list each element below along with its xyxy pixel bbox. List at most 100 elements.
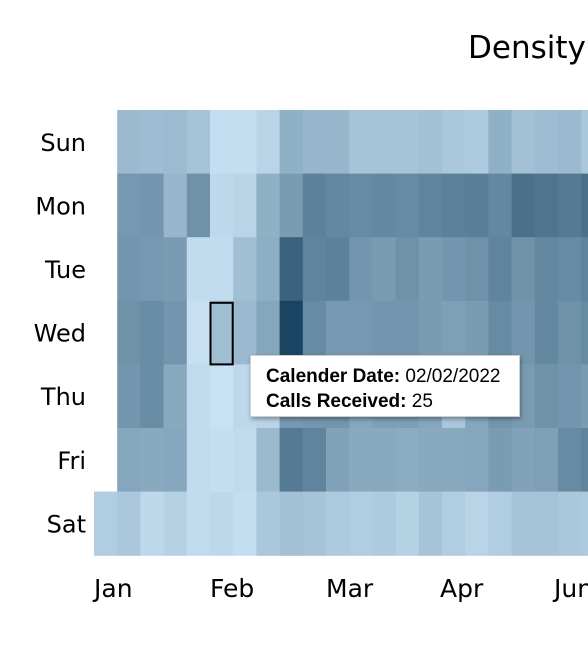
heatmap-cell[interactable] [395,173,420,238]
heatmap-cell[interactable] [372,173,397,238]
heatmap-cell[interactable] [349,173,373,238]
heatmap-cell[interactable] [163,110,188,175]
heatmap-cell[interactable] [488,428,513,493]
heatmap-cell[interactable] [210,428,234,493]
heatmap-cell[interactable] [581,300,588,365]
heatmap-cell[interactable] [140,364,165,429]
heatmap-cell[interactable] [210,300,234,365]
heatmap-cell[interactable] [256,237,281,302]
heatmap-cell[interactable] [326,110,350,175]
heatmap-cell[interactable] [210,110,234,175]
heatmap-cell[interactable] [326,237,350,302]
heatmap-cell[interactable] [558,491,582,556]
heatmap-cell[interactable] [511,110,536,175]
heatmap-cell[interactable] [418,110,443,175]
heatmap-cell[interactable] [442,300,466,365]
heatmap-cell[interactable] [256,173,281,238]
heatmap-cell[interactable] [488,173,513,238]
heatmap-cell[interactable] [302,237,327,302]
heatmap-cell[interactable] [117,300,141,365]
heatmap-cell[interactable] [349,428,373,493]
heatmap-cell[interactable] [372,300,397,365]
heatmap-cell[interactable] [163,364,188,429]
heatmap-cell[interactable] [442,491,466,556]
heatmap-cell[interactable] [372,428,397,493]
heatmap-cell[interactable] [534,173,559,238]
heatmap-cell[interactable] [140,428,165,493]
heatmap-cell[interactable] [418,300,443,365]
heatmap-cell[interactable] [140,300,165,365]
heatmap-cell[interactable] [279,428,304,493]
heatmap-cell[interactable] [186,173,211,238]
heatmap-cell[interactable] [186,491,211,556]
heatmap-cell[interactable] [279,110,304,175]
heatmap-cell[interactable] [233,110,257,175]
heatmap-cell[interactable] [581,237,588,302]
heatmap-cell[interactable] [233,491,257,556]
heatmap-cell[interactable] [534,364,559,429]
heatmap-cell[interactable] [372,491,397,556]
heatmap-cell[interactable] [534,300,559,365]
heatmap-cell[interactable] [186,300,211,365]
heatmap-cell[interactable] [140,491,165,556]
heatmap-cell[interactable] [465,428,489,493]
heatmap-cell[interactable] [186,110,211,175]
heatmap-cell[interactable] [163,428,188,493]
heatmap-cell[interactable] [511,300,536,365]
heatmap-cell[interactable] [117,428,141,493]
heatmap-cell[interactable] [395,110,420,175]
heatmap-cell[interactable] [395,237,420,302]
heatmap-cell[interactable] [442,110,466,175]
heatmap-cell[interactable] [511,237,536,302]
heatmap-cell[interactable] [581,110,588,175]
heatmap-cell[interactable] [302,491,327,556]
heatmap-cell[interactable] [511,173,536,238]
heatmap-cell[interactable] [558,173,582,238]
heatmap-cell[interactable] [117,364,141,429]
heatmap-cell[interactable] [117,173,141,238]
heatmap-cell[interactable] [442,237,466,302]
heatmap-cell[interactable] [395,300,420,365]
heatmap-cell[interactable] [279,300,304,365]
heatmap-cell[interactable] [326,428,350,493]
heatmap-cell[interactable] [465,110,489,175]
heatmap-cell[interactable] [418,173,443,238]
heatmap-cell[interactable] [488,300,513,365]
heatmap-cell[interactable] [302,300,327,365]
heatmap-cell[interactable] [186,364,211,429]
heatmap-cell[interactable] [395,491,420,556]
heatmap-cell[interactable] [163,173,188,238]
heatmap-cell[interactable] [395,428,420,493]
heatmap-cell[interactable] [140,237,165,302]
heatmap-cell[interactable] [210,173,234,238]
heatmap-cell[interactable] [140,173,165,238]
heatmap-cell[interactable] [349,237,373,302]
heatmap-cell[interactable] [442,428,466,493]
heatmap-cell[interactable] [349,110,373,175]
heatmap-cell[interactable] [488,110,513,175]
heatmap-cell[interactable] [163,237,188,302]
heatmap-cell[interactable] [465,491,489,556]
heatmap-cell[interactable] [186,428,211,493]
heatmap-cell[interactable] [534,428,559,493]
heatmap-cell[interactable] [465,300,489,365]
heatmap-cell[interactable] [326,173,350,238]
heatmap-cell[interactable] [233,237,257,302]
heatmap-cell[interactable] [511,428,536,493]
heatmap-cell[interactable] [534,110,559,175]
heatmap-cell[interactable] [256,491,281,556]
heatmap-cell[interactable] [581,491,588,556]
heatmap-cell[interactable] [558,300,582,365]
heatmap-cell[interactable] [534,491,559,556]
heatmap-cell[interactable] [418,428,443,493]
heatmap-cell[interactable] [465,173,489,238]
heatmap-cell[interactable] [117,110,141,175]
heatmap-cell[interactable] [302,110,327,175]
heatmap-cell[interactable] [279,491,304,556]
heatmap-cell[interactable] [117,237,141,302]
heatmap-cell[interactable] [488,491,513,556]
heatmap-cell[interactable] [511,491,536,556]
heatmap-cell[interactable] [186,237,211,302]
heatmap-cell[interactable] [233,300,257,365]
